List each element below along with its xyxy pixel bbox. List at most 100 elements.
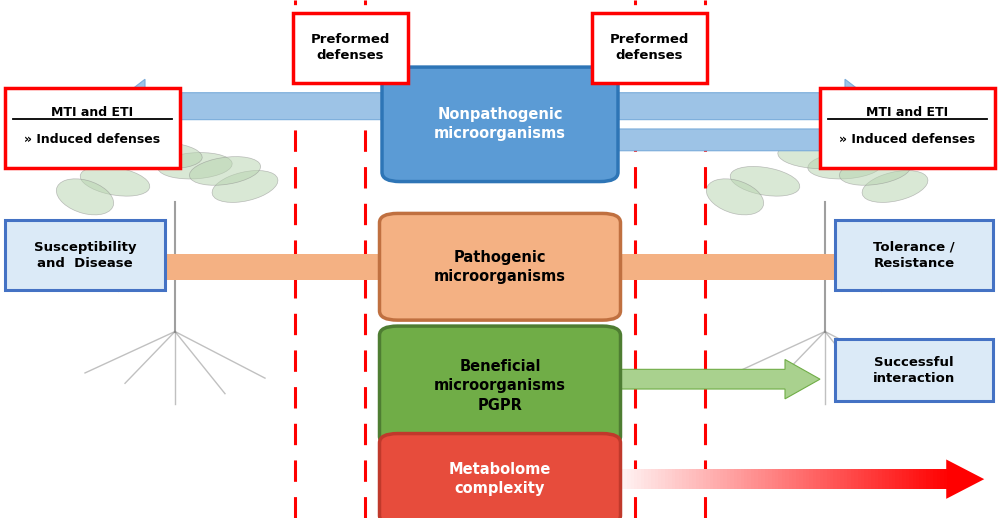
Bar: [723, 469, 728, 489]
FancyArrow shape: [603, 359, 820, 399]
FancyArrow shape: [110, 241, 145, 293]
Bar: [868, 469, 872, 489]
Bar: [847, 469, 852, 489]
Bar: [796, 469, 800, 489]
Text: Preformed
defenses: Preformed defenses: [610, 34, 689, 62]
FancyArrow shape: [110, 79, 400, 133]
Bar: [772, 469, 776, 489]
Bar: [916, 469, 920, 489]
Ellipse shape: [706, 179, 764, 215]
FancyArrow shape: [855, 241, 890, 293]
Bar: [875, 469, 879, 489]
Bar: [713, 469, 718, 489]
Bar: [730, 469, 735, 489]
Bar: [706, 469, 711, 489]
Bar: [648, 469, 652, 489]
Bar: [902, 469, 907, 489]
Bar: [145, 254, 397, 280]
Bar: [651, 469, 656, 489]
Bar: [926, 469, 931, 489]
Bar: [844, 469, 848, 489]
Ellipse shape: [158, 153, 232, 179]
FancyBboxPatch shape: [380, 434, 620, 518]
FancyBboxPatch shape: [820, 88, 995, 168]
Bar: [830, 469, 834, 489]
Bar: [906, 469, 910, 489]
FancyBboxPatch shape: [835, 220, 993, 290]
Bar: [792, 469, 797, 489]
Bar: [785, 469, 790, 489]
Bar: [909, 469, 914, 489]
Bar: [854, 469, 859, 489]
FancyBboxPatch shape: [5, 88, 180, 168]
Bar: [661, 469, 666, 489]
Text: Beneficial
microorganisms
PGPR: Beneficial microorganisms PGPR: [434, 359, 566, 413]
Bar: [658, 469, 662, 489]
FancyBboxPatch shape: [835, 339, 993, 401]
Bar: [668, 469, 673, 489]
Bar: [744, 469, 748, 489]
Bar: [840, 469, 845, 489]
Bar: [803, 469, 807, 489]
Bar: [782, 469, 786, 489]
Bar: [923, 469, 927, 489]
Bar: [686, 469, 690, 489]
Ellipse shape: [839, 156, 911, 185]
FancyArrow shape: [600, 79, 880, 133]
Bar: [751, 469, 755, 489]
Bar: [878, 469, 883, 489]
Bar: [761, 469, 766, 489]
Bar: [895, 469, 900, 489]
Bar: [889, 469, 893, 489]
Bar: [919, 469, 924, 489]
Ellipse shape: [80, 166, 150, 196]
Ellipse shape: [128, 142, 202, 168]
Bar: [775, 469, 779, 489]
FancyBboxPatch shape: [592, 13, 707, 83]
Bar: [851, 469, 855, 489]
Bar: [823, 469, 828, 489]
Bar: [885, 469, 890, 489]
Bar: [944, 469, 948, 489]
Text: Metabolome
complexity: Metabolome complexity: [449, 462, 551, 496]
Bar: [610, 469, 614, 489]
Text: MTI and ETI: MTI and ETI: [51, 106, 134, 119]
Bar: [710, 469, 714, 489]
Bar: [603, 254, 855, 280]
Bar: [930, 469, 934, 489]
Bar: [747, 469, 752, 489]
Text: Preformed
defenses: Preformed defenses: [311, 34, 390, 62]
Bar: [727, 469, 731, 489]
Bar: [864, 469, 869, 489]
Bar: [741, 469, 745, 489]
Ellipse shape: [730, 166, 800, 196]
Bar: [703, 469, 707, 489]
Bar: [692, 469, 697, 489]
Bar: [833, 469, 838, 489]
Text: MTI and ETI: MTI and ETI: [866, 106, 949, 119]
Bar: [882, 469, 886, 489]
Bar: [858, 469, 862, 489]
Text: Nonpathogenic
microorganisms: Nonpathogenic microorganisms: [434, 107, 566, 141]
Bar: [627, 469, 632, 489]
Bar: [696, 469, 700, 489]
Text: Susceptibility
and  Disease: Susceptibility and Disease: [34, 241, 136, 269]
Bar: [617, 469, 621, 489]
Ellipse shape: [212, 170, 278, 203]
Bar: [603, 469, 607, 489]
Bar: [827, 469, 831, 489]
Bar: [899, 469, 903, 489]
Bar: [679, 469, 683, 489]
Bar: [778, 469, 783, 489]
Bar: [754, 469, 759, 489]
Ellipse shape: [56, 179, 114, 215]
Bar: [813, 469, 817, 489]
Text: » Induced defenses: » Induced defenses: [839, 133, 976, 146]
Bar: [655, 469, 659, 489]
Bar: [634, 469, 638, 489]
Bar: [789, 469, 793, 489]
Bar: [913, 469, 917, 489]
FancyBboxPatch shape: [380, 213, 620, 320]
Bar: [892, 469, 896, 489]
Text: » Induced defenses: » Induced defenses: [24, 133, 161, 146]
